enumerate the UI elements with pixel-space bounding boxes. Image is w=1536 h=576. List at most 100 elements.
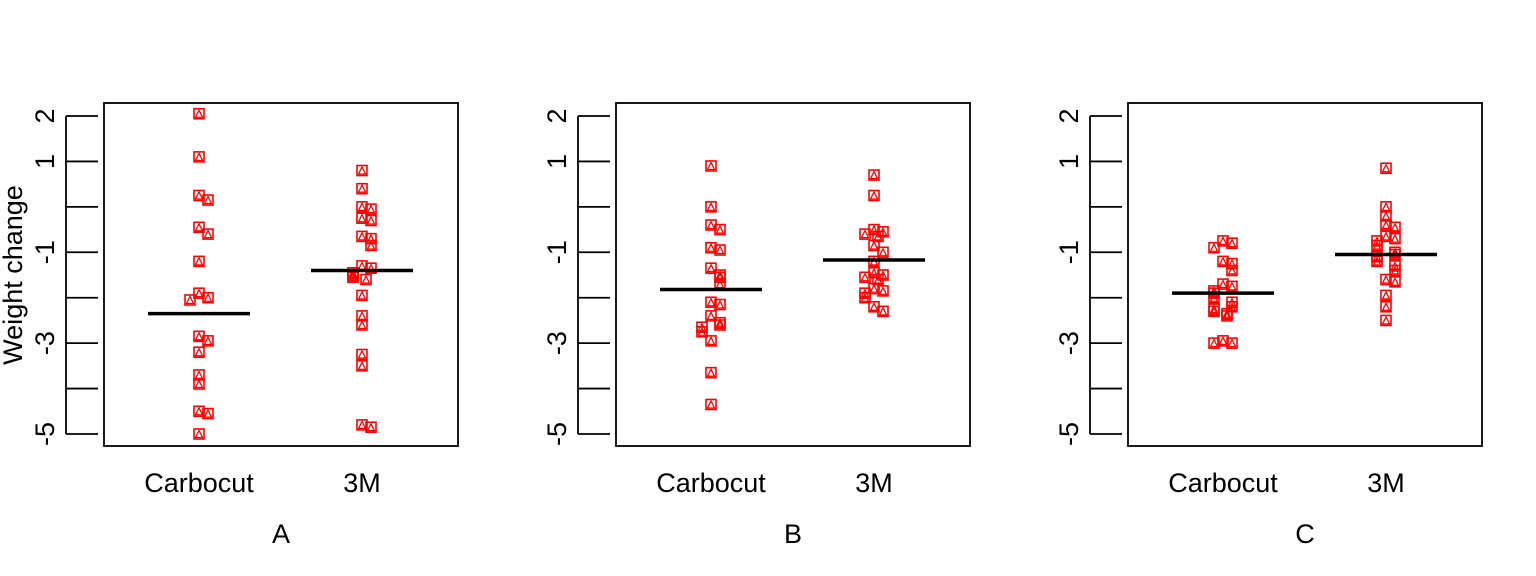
data-point <box>877 285 889 297</box>
data-point <box>356 230 368 243</box>
data-point <box>877 246 889 259</box>
data-point <box>705 310 717 322</box>
data-point <box>705 262 717 274</box>
data-point <box>859 228 871 240</box>
data-point <box>1389 264 1401 277</box>
data-point <box>356 419 368 431</box>
data-point <box>1380 219 1392 231</box>
y-tick-label: -5 <box>30 422 60 446</box>
data-point <box>859 291 871 304</box>
data-point <box>868 169 880 181</box>
plot-frame <box>103 102 459 447</box>
data-point <box>705 398 717 411</box>
data-point <box>1371 239 1383 252</box>
data-point <box>356 212 368 225</box>
y-tick-label: -5 <box>542 422 572 446</box>
data-point <box>1380 162 1392 175</box>
data-point <box>356 182 368 195</box>
data-point <box>1371 255 1383 268</box>
y-tick-label: -5 <box>1054 422 1084 446</box>
y-tick-label: -3 <box>542 331 572 355</box>
y-tick-label: 2 <box>1054 108 1084 123</box>
data-point <box>202 228 214 240</box>
panel-a: 2 1 -1 -3 -5 Carbocut 3M A <box>30 102 459 549</box>
data-point <box>202 335 214 347</box>
panel-label: C <box>1295 519 1315 549</box>
data-point <box>1389 221 1401 234</box>
plot-frame <box>615 102 971 447</box>
data-point <box>705 241 717 254</box>
data-point <box>877 305 889 318</box>
category-label: Carbocut <box>656 468 766 498</box>
data-point <box>1208 241 1220 254</box>
category-label: Carbocut <box>1168 468 1278 498</box>
data-point <box>360 273 372 286</box>
data-point <box>193 405 205 418</box>
data-point <box>1217 255 1229 268</box>
data-point <box>356 360 368 372</box>
data-point <box>193 428 205 440</box>
data-point <box>1389 276 1401 288</box>
plot-frame <box>1127 102 1483 447</box>
data-point <box>1208 337 1220 349</box>
data-point <box>356 289 368 302</box>
data-point <box>1380 300 1392 313</box>
data-point <box>193 221 205 234</box>
panel-label: B <box>784 519 802 549</box>
data-point <box>714 244 726 256</box>
data-point <box>365 239 377 252</box>
data-point <box>356 319 368 331</box>
data-point <box>714 223 726 236</box>
data-point <box>1208 305 1220 318</box>
data-point <box>193 255 205 268</box>
y-tick-label: 1 <box>542 154 572 169</box>
data-point <box>1226 237 1238 249</box>
data-point <box>202 291 214 304</box>
y-tick-label: 2 <box>30 108 60 123</box>
data-point <box>1217 235 1229 247</box>
panel-label: A <box>272 519 290 549</box>
data-point <box>868 189 880 202</box>
data-point <box>193 378 205 390</box>
data-point <box>356 201 368 213</box>
panel-c: 2 1 -1 -3 -5 Carbocut 3M C <box>1054 102 1483 549</box>
data-point <box>1221 310 1233 322</box>
y-tick-label: -1 <box>542 240 572 264</box>
category-label: Carbocut <box>144 468 254 498</box>
y-tick-label: -3 <box>1054 331 1084 355</box>
data-point <box>868 239 880 252</box>
y-tick-label: -3 <box>30 331 60 355</box>
y-tick-label: 1 <box>30 154 60 169</box>
data-point <box>1217 278 1229 290</box>
data-point <box>193 151 205 163</box>
data-point <box>365 421 377 433</box>
data-point <box>356 164 368 177</box>
data-point <box>347 271 359 284</box>
data-point <box>1226 280 1238 293</box>
data-point <box>705 296 717 309</box>
category-label: 3M <box>1367 468 1405 498</box>
category-label: 3M <box>343 468 381 498</box>
data-point <box>1380 289 1392 302</box>
data-point <box>705 335 717 347</box>
data-point <box>365 214 377 227</box>
data-point <box>1217 335 1229 347</box>
data-point <box>705 366 717 379</box>
y-tick-label: 2 <box>542 108 572 123</box>
y-axis-title: Weight change <box>0 185 28 365</box>
data-point <box>705 201 717 213</box>
panels: 2 1 -1 -3 -5 Carbocut 3M A 2 1 -1 -3 -5 Carbocut 3M B 2 1… <box>30 102 1483 549</box>
data-point <box>193 346 205 359</box>
data-point <box>1380 314 1392 327</box>
y-tick-label: -1 <box>1054 240 1084 264</box>
data-point <box>714 319 726 331</box>
data-point <box>193 107 205 120</box>
data-point <box>365 203 377 215</box>
y-tick-label: -1 <box>30 240 60 264</box>
data-point <box>1389 232 1401 245</box>
data-point <box>202 194 214 206</box>
data-point <box>1226 264 1238 277</box>
data-point <box>356 348 368 361</box>
